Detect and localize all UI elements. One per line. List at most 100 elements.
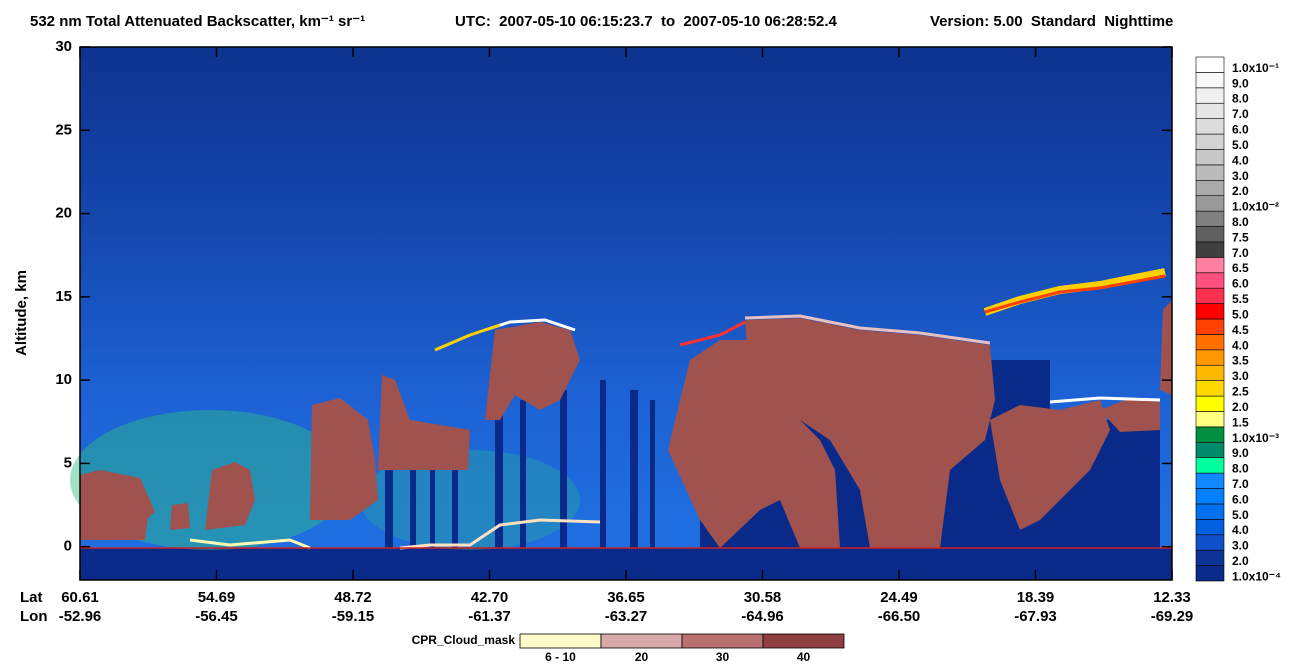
lat-tick-label: 54.69 [198, 589, 236, 606]
colorbar-swatch [1195, 257, 1225, 274]
colorbar-swatch [1195, 226, 1225, 243]
cpr-swatch [600, 633, 683, 649]
colorbar-label: 9.0 [1232, 446, 1249, 460]
colorbar-swatch [1195, 179, 1225, 197]
colorbar-label: 2.5 [1232, 385, 1249, 399]
colorbar-label: 7.0 [1232, 477, 1249, 491]
colorbar-swatch [1195, 534, 1225, 551]
colorbar-label: 6.0 [1232, 277, 1249, 291]
lat-tick-label: 60.61 [61, 589, 99, 606]
lon-tick-label: -59.15 [332, 608, 375, 625]
colorbar-label: 1.5 [1232, 415, 1249, 429]
colorbar-label: 2.0 [1232, 400, 1249, 414]
colorbar-swatch [1195, 488, 1225, 505]
lat-tick-label: 48.72 [334, 589, 372, 606]
colorbar-swatch [1195, 364, 1225, 381]
lon-tick-label: -67.93 [1014, 608, 1057, 625]
colorbar-swatch [1195, 380, 1225, 397]
colorbar-swatch [1195, 318, 1225, 335]
colorbar-label: 2.0 [1232, 184, 1249, 198]
version: Version: 5.00 Standard Nighttime [930, 13, 1173, 30]
colorbar-label: 4.0 [1232, 523, 1249, 537]
cpr-label: 6 - 10 [545, 650, 576, 664]
colorbar-swatch [1195, 195, 1225, 212]
cpr-swatch [519, 633, 602, 649]
y-tick-label: 25 [55, 121, 72, 138]
colorbar-label: 9.0 [1232, 76, 1249, 90]
y-tick-label: 20 [55, 205, 72, 222]
colorbar-swatch [1195, 102, 1225, 119]
title: 532 nm Total Attenuated Backscatter, km⁻… [30, 13, 365, 30]
colorbar-swatch [1195, 549, 1225, 566]
colorbar-label: 3.0 [1232, 539, 1249, 553]
colorbar-swatch [1195, 133, 1225, 150]
colorbar-swatch [1195, 426, 1225, 443]
colorbar-label: 8.0 [1232, 92, 1249, 106]
colorbar-swatch [1195, 72, 1225, 89]
colorbar-label: 5.0 [1232, 508, 1249, 522]
time-range: UTC: 2007-05-10 06:15:23.7 to 2007-05-10… [455, 13, 838, 30]
lat-tick-label: 42.70 [471, 589, 509, 606]
colorbar-label: 8.0 [1232, 215, 1249, 229]
colorbar-swatch [1195, 472, 1225, 489]
lat-tick-label: 24.49 [880, 589, 918, 606]
lon-tick-label: -61.37 [468, 608, 511, 625]
colorbar-swatch [1195, 349, 1225, 366]
cpr-legend-title: CPR_Cloud_mask [412, 633, 516, 647]
cpr-label: 30 [716, 650, 730, 664]
lon-tick-label: -64.96 [741, 608, 784, 625]
lat-tick-label: 12.33 [1153, 589, 1191, 606]
y-tick-label: 0 [64, 538, 72, 555]
cpr-label: 20 [635, 650, 649, 664]
colorbar-label: 1.0x10⁻¹ [1232, 61, 1279, 75]
lat-tick-label: 18.39 [1017, 589, 1055, 606]
lat-label: Lat [20, 589, 43, 606]
colorbar-swatch [1195, 395, 1225, 412]
colorbar-label: 5.5 [1232, 292, 1249, 306]
colorbar-label: 4.0 [1232, 153, 1249, 167]
backscatter-field [70, 47, 1172, 580]
colorbar-label: 8.0 [1232, 462, 1249, 476]
colorbar-swatch [1195, 503, 1225, 520]
colorbar-swatch [1195, 303, 1225, 320]
y-tick-label: 30 [55, 38, 72, 55]
cpr-swatch [681, 633, 764, 649]
colorbar-swatch [1195, 565, 1225, 582]
lon-tick-label: -52.96 [59, 608, 102, 625]
lat-tick-label: 36.65 [607, 589, 645, 606]
colorbar-swatch [1195, 334, 1225, 351]
colorbar-swatch [1195, 457, 1225, 474]
colorbar-label: 4.0 [1232, 338, 1249, 352]
colorbar-label: 1.0x10⁻³ [1232, 431, 1279, 445]
colorbar-swatch [1195, 411, 1225, 428]
colorbar-label: 3.0 [1232, 169, 1249, 183]
cpr-swatch [762, 633, 845, 649]
colorbar-label: 2.0 [1232, 554, 1249, 568]
lon-tick-label: -56.45 [195, 608, 238, 625]
colorbar-swatch [1195, 210, 1225, 227]
colorbar-label: 7.0 [1232, 246, 1249, 260]
colorbar-swatch [1195, 272, 1225, 289]
colorbar-swatch [1195, 56, 1225, 73]
y-tick-label: 15 [55, 288, 72, 305]
colorbar-label: 1.0x10⁻² [1232, 200, 1279, 214]
lon-tick-label: -69.29 [1151, 608, 1194, 625]
lat-tick-label: 30.58 [744, 589, 782, 606]
cpr-label: 40 [797, 650, 811, 664]
y-tick-label: 5 [64, 454, 72, 471]
lon-tick-label: -66.50 [878, 608, 921, 625]
colorbar-label: 4.5 [1232, 323, 1249, 337]
colorbar-label: 5.0 [1232, 138, 1249, 152]
colorbar-swatch [1195, 287, 1225, 304]
colorbar-swatch [1195, 241, 1225, 258]
lon-tick-label: -63.27 [605, 608, 648, 625]
colorbar-swatch [1195, 164, 1225, 181]
y-tick-label: 10 [55, 371, 72, 388]
colorbar-label: 6.0 [1232, 492, 1249, 506]
colorbar-label: 1.0x10⁻⁴ [1232, 569, 1281, 583]
colorbar-label: 7.0 [1232, 107, 1249, 121]
colorbar-swatch [1195, 118, 1225, 135]
colorbar-swatch [1195, 87, 1225, 104]
colorbar-label: 3.0 [1232, 369, 1249, 383]
